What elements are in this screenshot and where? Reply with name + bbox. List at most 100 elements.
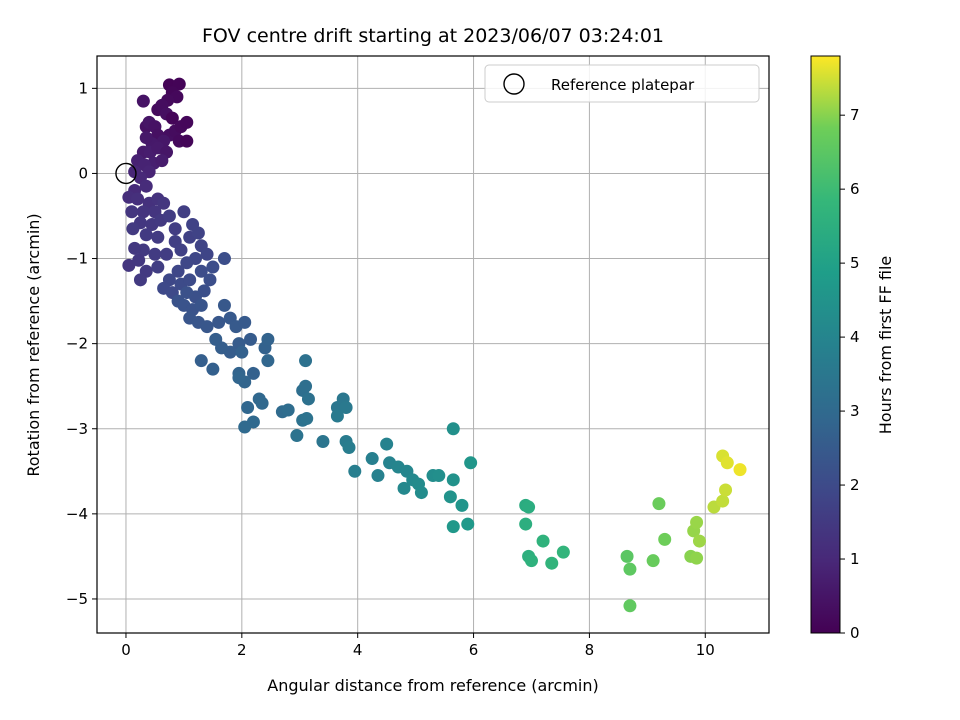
x-tick-label: 6 — [469, 641, 479, 659]
data-point — [690, 551, 704, 565]
data-point — [623, 562, 637, 576]
data-point — [238, 420, 252, 434]
data-point — [125, 205, 139, 219]
data-point — [165, 111, 179, 125]
x-tick-label: 0 — [121, 641, 131, 659]
data-point — [652, 497, 666, 511]
y-tick-label: 1 — [78, 79, 88, 97]
data-point — [690, 515, 704, 529]
data-point — [446, 422, 460, 436]
data-point — [191, 226, 205, 240]
data-point — [126, 222, 140, 236]
data-point — [232, 371, 246, 385]
data-point — [122, 258, 136, 272]
data-point — [148, 247, 162, 261]
data-point — [519, 517, 533, 531]
data-point — [200, 247, 214, 261]
data-point — [380, 437, 394, 451]
data-point — [371, 469, 385, 483]
data-point — [446, 520, 460, 534]
data-point — [432, 469, 446, 483]
data-point — [716, 494, 730, 508]
x-tick-label: 4 — [353, 641, 363, 659]
data-point — [290, 429, 304, 443]
data-point — [174, 243, 188, 257]
data-point — [203, 273, 217, 287]
data-point — [246, 366, 260, 380]
reference-point-marker — [115, 162, 137, 185]
legend: Reference platepar — [484, 64, 760, 103]
data-point — [342, 440, 356, 454]
legend-marker-icon — [503, 73, 525, 95]
data-point — [397, 481, 411, 495]
data-point — [160, 247, 174, 261]
y-tick-label: −4 — [66, 505, 88, 523]
data-point — [255, 396, 269, 410]
data-point — [658, 532, 672, 546]
chart-title: FOV centre drift starting at 2023/06/07 … — [202, 25, 664, 47]
colorbar-tick-label: 3 — [850, 402, 860, 420]
data-point — [217, 252, 231, 266]
data-point — [316, 435, 330, 449]
data-point — [241, 400, 255, 414]
data-point — [244, 332, 258, 346]
data-point — [206, 260, 220, 274]
y-tick-label: −3 — [66, 420, 88, 438]
y-tick-label: −2 — [66, 335, 88, 353]
y-tick-label: −5 — [66, 590, 88, 608]
data-point — [623, 599, 637, 613]
data-point — [299, 379, 313, 393]
data-point — [180, 256, 194, 270]
data-point — [183, 273, 197, 287]
data-point — [157, 196, 171, 210]
data-point — [136, 205, 150, 219]
data-point — [194, 264, 208, 278]
data-point — [733, 463, 747, 477]
colorbar-tick-label: 1 — [850, 550, 860, 568]
data-point — [194, 354, 208, 368]
data-point — [168, 222, 182, 236]
data-point — [212, 315, 226, 329]
data-points — [122, 77, 747, 613]
data-point — [151, 260, 165, 274]
data-point — [139, 179, 153, 193]
legend-box — [484, 64, 760, 103]
data-point — [301, 392, 315, 406]
data-point — [524, 554, 538, 568]
x-tick-label: 8 — [585, 641, 595, 659]
data-point — [171, 264, 185, 278]
data-point — [131, 192, 145, 206]
data-point — [339, 400, 353, 414]
data-point — [556, 545, 570, 559]
y-axis-label: Rotation from reference (arcmin) — [24, 213, 43, 476]
x-tick-label: 10 — [696, 641, 715, 659]
data-point — [261, 354, 275, 368]
data-point — [151, 230, 165, 244]
y-tick-label: −1 — [66, 250, 88, 268]
data-point — [720, 456, 734, 470]
data-point — [155, 154, 169, 168]
data-point — [330, 409, 344, 423]
data-point — [177, 205, 191, 219]
data-point — [217, 298, 231, 312]
data-point — [139, 131, 153, 145]
colorbar-tick-label: 5 — [850, 254, 860, 272]
data-point — [446, 473, 460, 487]
data-point — [136, 94, 150, 108]
data-point — [300, 412, 314, 426]
legend-entry-reference-platepar: Reference platepar — [551, 76, 695, 94]
grid-lines — [97, 56, 769, 633]
x-axis-label: Angular distance from reference (arcmin) — [267, 676, 598, 695]
colorbar-tick-label: 6 — [850, 180, 860, 198]
colorbar-label: Hours from first FF file — [876, 256, 895, 435]
data-point — [209, 332, 223, 346]
data-point — [461, 517, 475, 531]
data-point — [348, 464, 362, 478]
data-point — [719, 483, 733, 497]
data-point — [133, 273, 147, 287]
data-point — [139, 228, 153, 242]
data-point — [464, 456, 478, 470]
data-point — [365, 452, 379, 466]
data-point — [455, 498, 469, 512]
